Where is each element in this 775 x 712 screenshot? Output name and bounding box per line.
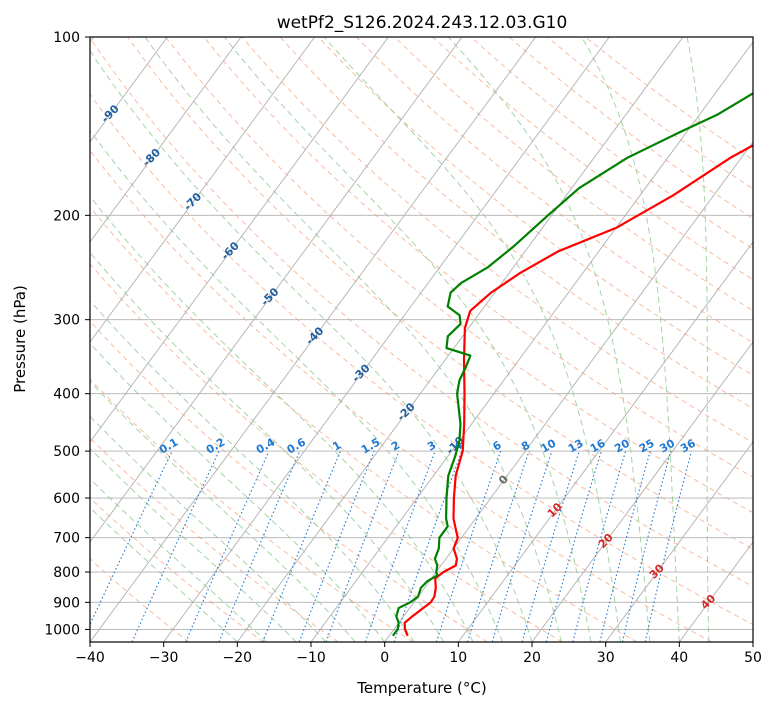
x-tick-label: 10 — [449, 650, 467, 666]
x-tick-label: −20 — [223, 650, 253, 666]
x-tick-label: 40 — [670, 650, 688, 666]
y-tick-label: 400 — [53, 387, 80, 403]
x-tick-label: −30 — [149, 650, 179, 666]
x-tick-label: 30 — [597, 650, 615, 666]
y-tick-label: 700 — [53, 531, 80, 547]
x-tick-label: 20 — [523, 650, 541, 666]
x-tick-label: 0 — [380, 650, 389, 666]
y-tick-label: 200 — [53, 208, 80, 224]
y-tick-label: 500 — [53, 444, 80, 460]
x-tick-label: −40 — [75, 650, 105, 666]
y-axis-label: Pressure (hPa) — [11, 285, 29, 393]
y-tick-label: 800 — [53, 565, 80, 581]
x-tick-label: 50 — [744, 650, 762, 666]
y-tick-label: 1000 — [44, 622, 80, 638]
y-tick-label: 600 — [53, 491, 80, 507]
x-axis-label: Temperature (°C) — [356, 679, 486, 697]
plot-background — [90, 37, 753, 642]
y-tick-label: 100 — [53, 30, 80, 46]
chart-title: wetPf2_S126.2024.243.12.03.G10 — [277, 13, 568, 33]
x-tick-label: −10 — [296, 650, 326, 666]
y-tick-label: 300 — [53, 313, 80, 329]
y-tick-label: 900 — [53, 595, 80, 611]
